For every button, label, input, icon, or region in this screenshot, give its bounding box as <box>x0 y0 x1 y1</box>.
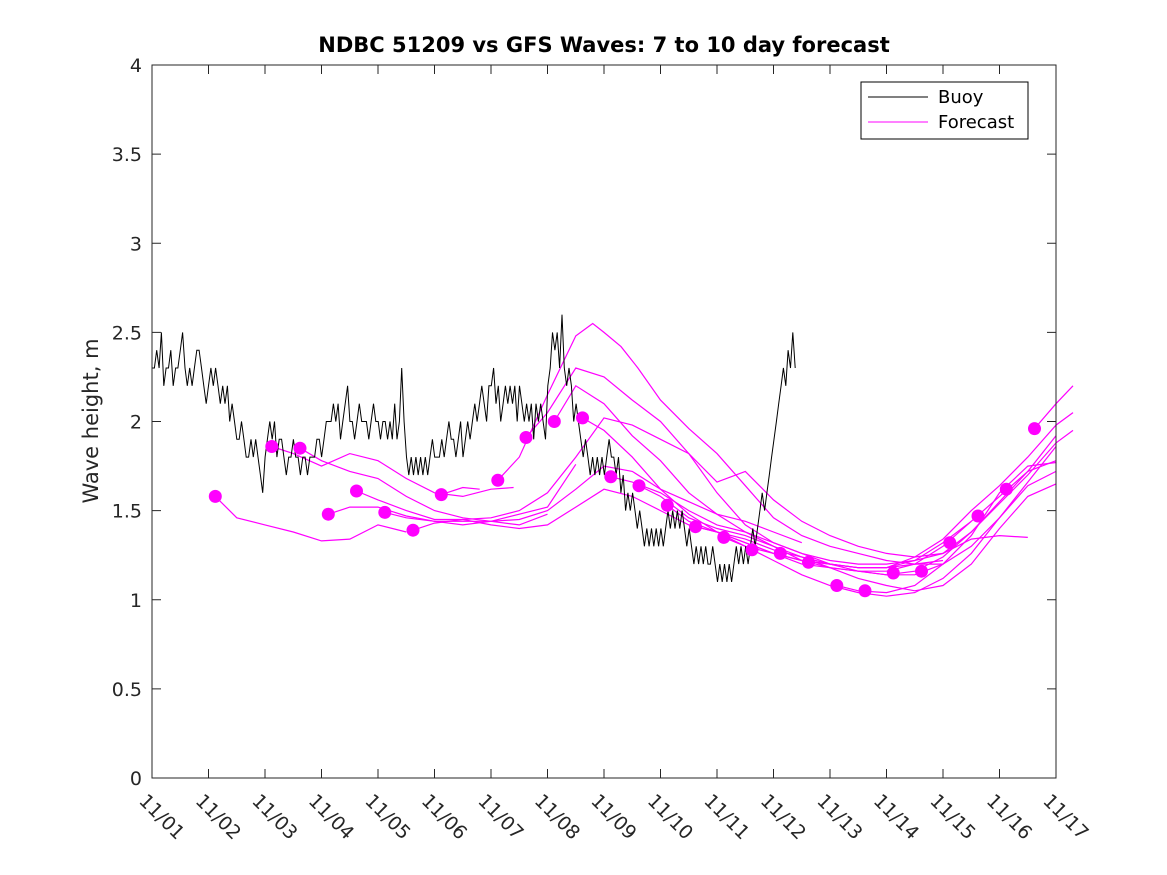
x-tick-label: 11/12 <box>756 790 810 844</box>
forecast-marker-11 <box>547 415 561 428</box>
forecast-marker-16 <box>689 520 702 534</box>
forecast-marker-20 <box>802 555 815 569</box>
x-tick-label: 11/05 <box>360 790 414 844</box>
y-tick-label: 1.5 <box>112 501 142 523</box>
y-tick-label: 3.5 <box>112 144 142 166</box>
forecast-marker-12 <box>576 411 589 425</box>
forecast-marker-26 <box>971 509 985 523</box>
legend: Buoy Forecast <box>860 81 1029 140</box>
forecast-marker-8 <box>434 488 448 502</box>
x-tick-label: 11/06 <box>417 790 471 844</box>
forecast-marker-15 <box>660 498 674 512</box>
forecast-marker-4 <box>321 507 335 521</box>
x-tick-label: 11/07 <box>473 790 527 844</box>
x-tick-label: 11/01 <box>134 790 188 844</box>
forecast-marker-group <box>208 411 1041 598</box>
buoy-line <box>152 314 796 582</box>
x-tick-label: 11/11 <box>699 790 753 844</box>
x-tick-label: 11/02 <box>191 790 245 844</box>
y-tick-label: 3 <box>130 233 142 255</box>
forecast-marker-19 <box>773 546 787 560</box>
x-tick-label: 11/14 <box>869 790 923 844</box>
legend-buoy-label: Buoy <box>938 87 984 108</box>
forecast-marker-23 <box>886 566 900 580</box>
forecast-line-8 <box>441 486 480 496</box>
forecast-line-18 <box>836 563 944 594</box>
buoy-series-group <box>152 314 796 582</box>
x-tick-label: 11/08 <box>530 790 584 844</box>
y-axis-label: Wave height, m <box>79 338 103 503</box>
forecast-marker-17 <box>717 530 731 544</box>
forecast-line-12 <box>582 417 1057 597</box>
forecast-line-7 <box>412 417 1028 558</box>
forecast-marker-22 <box>858 584 872 598</box>
forecast-marker-9 <box>491 473 505 487</box>
forecast-marker-27 <box>999 482 1013 496</box>
forecast-line-2 <box>271 445 514 498</box>
forecast-marker-2 <box>265 440 279 453</box>
y-tick-label: 4 <box>130 55 142 77</box>
forecast-marker-21 <box>830 579 844 592</box>
forecast-line-6 <box>384 463 577 526</box>
x-tick-label: 11/03 <box>247 790 301 844</box>
forecast-marker-1 <box>208 489 222 503</box>
y-tick-label: 2.5 <box>112 322 142 344</box>
forecast-marker-14 <box>632 479 646 493</box>
forecast-line-9 <box>497 322 1057 565</box>
x-tick-label: 11/10 <box>643 790 697 844</box>
x-tick-label: 11/16 <box>982 790 1036 844</box>
forecast-marker-24 <box>915 564 928 578</box>
forecast-marker-7 <box>406 523 420 537</box>
legend-box <box>860 81 1029 140</box>
forecast-marker-10 <box>519 431 533 444</box>
x-tick-label: 11/17 <box>1038 790 1092 844</box>
forecast-line-15 <box>666 429 1074 576</box>
y-tick-label: 2 <box>130 412 142 434</box>
x-tick-label: 11/13 <box>812 790 866 844</box>
x-tick-label: 11/09 <box>586 790 640 844</box>
x-tick-label: 11/15 <box>925 790 979 844</box>
y-tick-label: 1 <box>130 590 142 612</box>
y-tick-label: 0.5 <box>112 679 142 701</box>
forecast-marker-3 <box>293 441 307 455</box>
x-tick-label: 11/04 <box>304 790 358 844</box>
forecast-line-1 <box>214 495 407 542</box>
plot-background <box>152 65 1056 778</box>
chart-title: NDBC 51209 vs GFS Waves: 7 to 10 day for… <box>318 33 889 57</box>
forecast-marker-28 <box>1028 422 1041 436</box>
forecast-marker-18 <box>745 543 759 557</box>
forecast-marker-25 <box>943 536 957 550</box>
legend-forecast-label: Forecast <box>938 112 1014 133</box>
forecast-line-4 <box>328 465 803 544</box>
forecast-marker-13 <box>604 470 618 484</box>
forecast-marker-5 <box>350 484 363 498</box>
forecast-marker-6 <box>378 505 392 519</box>
forecast-line-3 <box>299 447 548 526</box>
y-tick-label: 0 <box>130 768 142 790</box>
